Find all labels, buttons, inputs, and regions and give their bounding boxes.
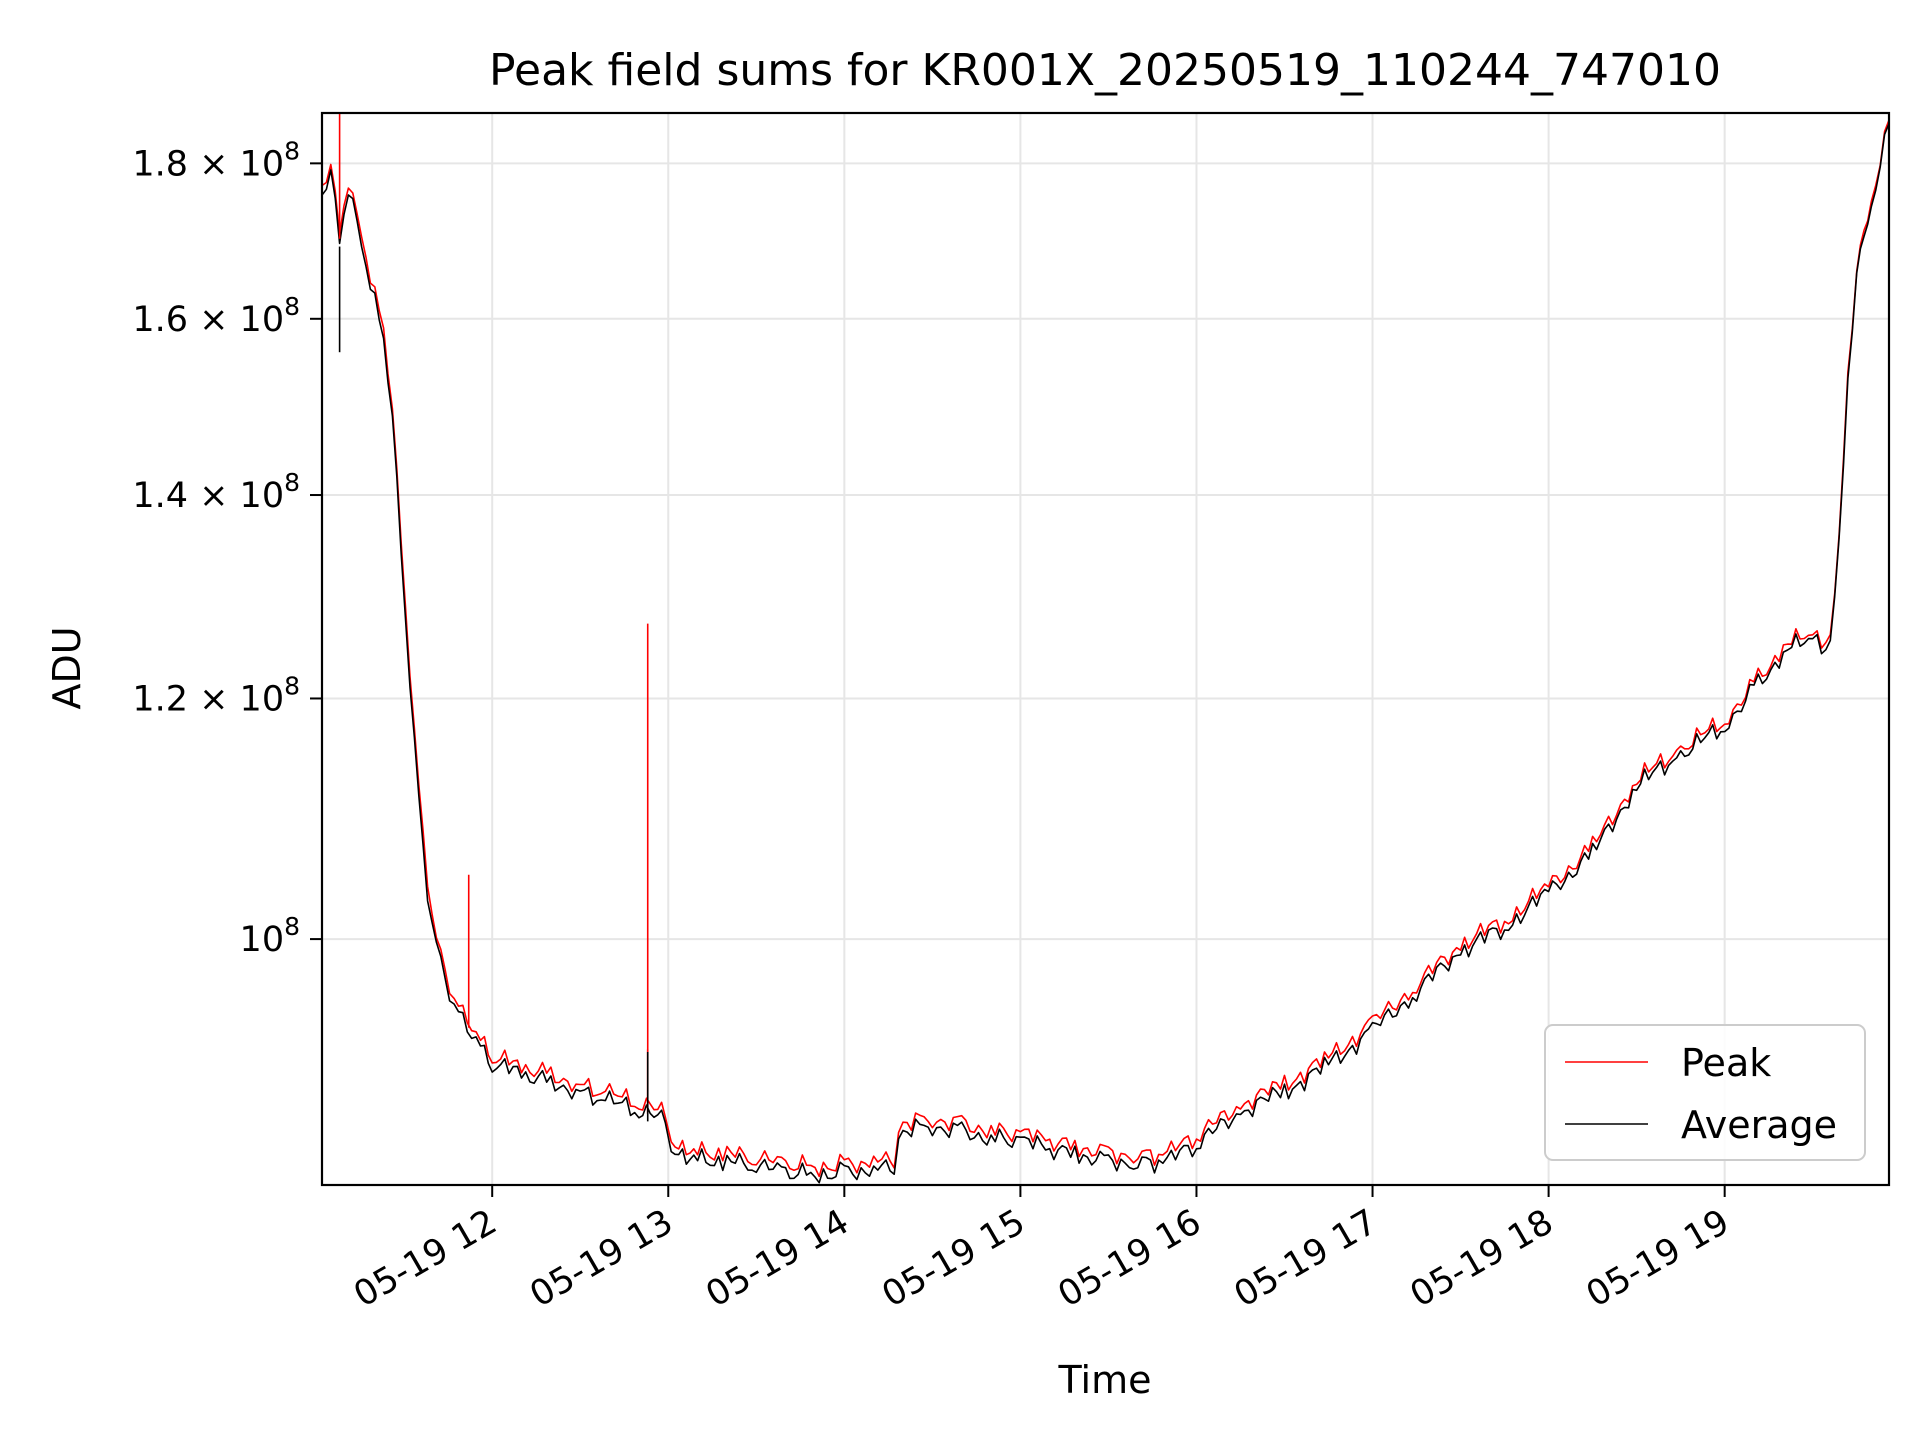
x-axis-label: Time <box>1058 1358 1152 1402</box>
y-axis-label: ADU <box>45 626 89 709</box>
y-tick-label: 1.8 × 108 <box>132 136 300 184</box>
chart-title: Peak field sums for KR001X_20250519_1102… <box>489 45 1721 96</box>
grid <box>322 113 1889 1185</box>
y-tick-label: 1.2 × 108 <box>132 671 300 719</box>
legend-peak-label: Peak <box>1681 1041 1771 1085</box>
y-tick-label: 1.4 × 108 <box>132 468 300 516</box>
series-line-peak <box>321 119 1890 1178</box>
axes-frame <box>320 111 1891 1187</box>
plot-area <box>320 111 1891 1187</box>
legend: Peak Average <box>1544 1024 1866 1161</box>
axes-background <box>322 113 1889 1185</box>
legend-average-label: Average <box>1681 1103 1837 1147</box>
series-layer <box>321 113 1890 1184</box>
series-line-average <box>321 123 1890 1184</box>
legend-frame <box>1544 1024 1866 1161</box>
y-tick-label: 1.6 × 108 <box>132 292 300 340</box>
